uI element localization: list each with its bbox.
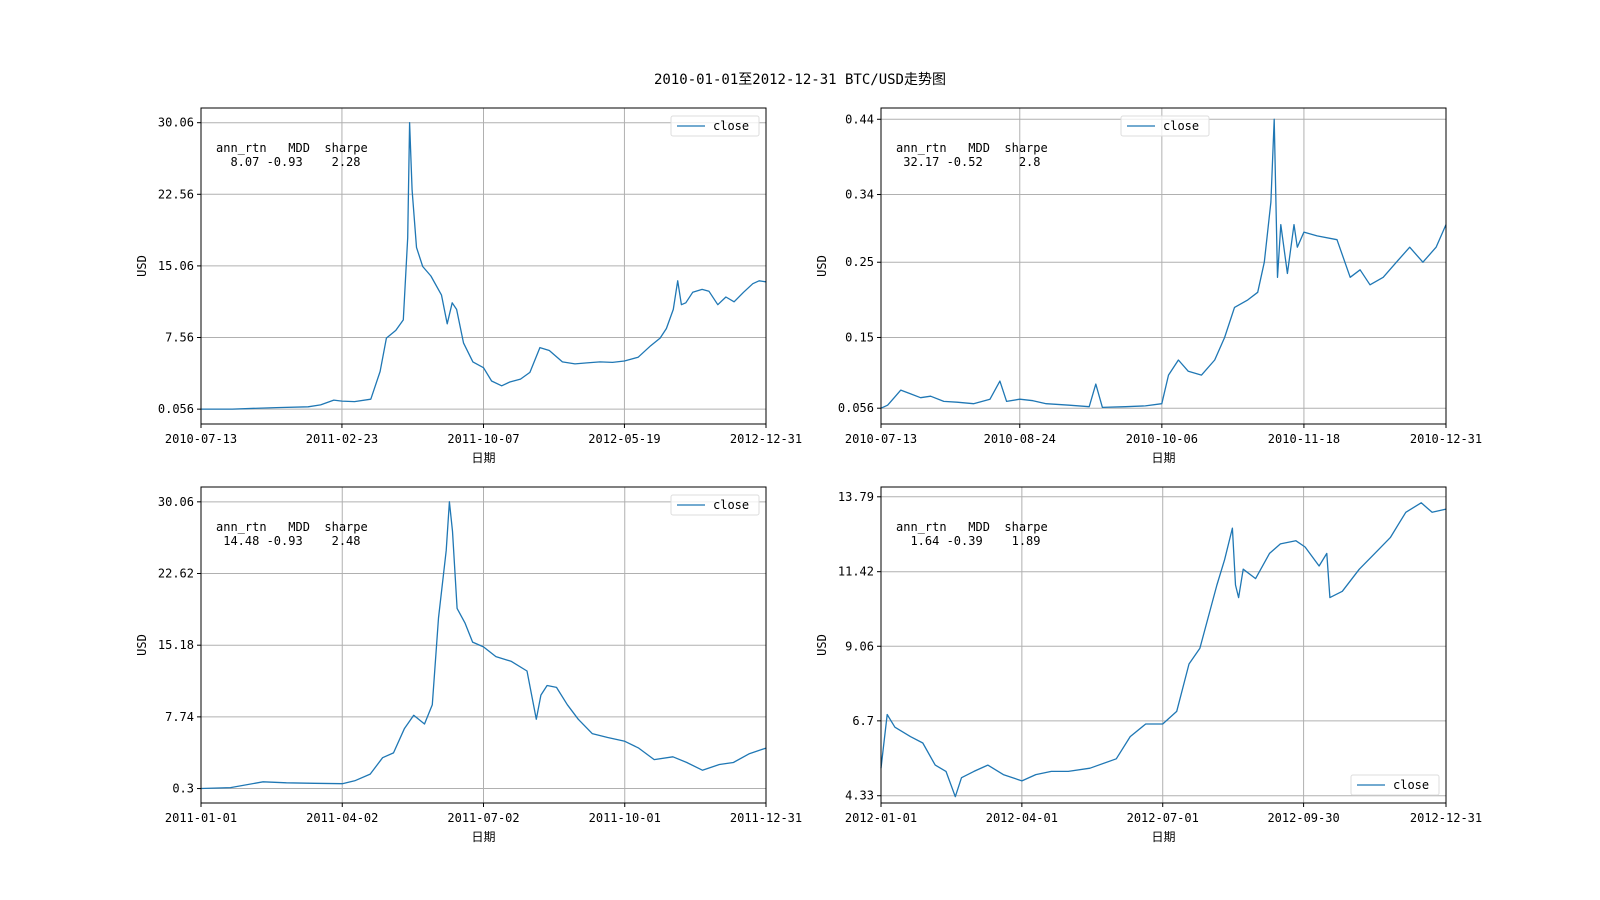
y-tick-label: 7.74 xyxy=(165,710,194,724)
chart-panel-2: 2010-07-13 2010-08-24 2010-10-06 2010-11-18… xyxy=(815,107,1482,465)
legend-box xyxy=(1350,774,1440,796)
legend: close xyxy=(670,115,760,137)
x-axis-label: 日期 xyxy=(471,830,495,844)
y-tick-label: 11.42 xyxy=(838,565,874,579)
x-tick-label: 2011-10-07 xyxy=(447,432,519,446)
y-tick-label: 0.25 xyxy=(845,255,874,269)
stats-header: ann_rtn MDD sharpe xyxy=(896,141,1048,155)
stats-values: 14.48 -0.93 2.48 xyxy=(216,534,361,548)
legend-label: close xyxy=(713,498,749,512)
stats-values: 1.64 -0.39 1.89 xyxy=(896,534,1041,548)
axes-frame xyxy=(200,107,767,425)
x-tick-label: 2010-11-18 xyxy=(1268,432,1340,446)
legend: close xyxy=(1350,774,1440,796)
series-line-close xyxy=(201,122,767,410)
x-tick-label: 2012-04-01 xyxy=(986,811,1058,825)
y-tick-label: 0.15 xyxy=(845,330,874,344)
y-axis-label: USD xyxy=(815,255,829,277)
axes-frame xyxy=(880,486,1447,804)
x-tick-label: 2011-12-31 xyxy=(730,811,802,825)
chart-panel-4: 2012-01-01 2012-04-01 2012-07-01 2012-09-30… xyxy=(815,486,1482,844)
y-tick-label: 6.7 xyxy=(852,714,874,728)
y-tick-label: 30.06 xyxy=(158,495,194,509)
series-line-close xyxy=(880,118,1447,409)
y-axis-label: USD xyxy=(135,634,149,656)
x-tick-label: 2012-12-31 xyxy=(1410,811,1482,825)
y-tick-label: 0.056 xyxy=(838,401,874,415)
x-tick-label: 2011-04-02 xyxy=(306,811,378,825)
x-tick-label: 2011-02-23 xyxy=(306,432,378,446)
y-tick-label: 9.06 xyxy=(845,639,874,653)
legend-box xyxy=(670,494,760,516)
series-line-close xyxy=(880,502,1447,798)
legend-box xyxy=(670,115,760,137)
x-tick-label: 2011-07-02 xyxy=(447,811,519,825)
legend: close xyxy=(1120,115,1210,137)
y-tick-label: 13.79 xyxy=(838,490,874,504)
series-line-close xyxy=(200,501,767,790)
axes-frame xyxy=(200,486,767,804)
stats-header: ann_rtn MDD sharpe xyxy=(216,520,368,534)
x-tick-label: 2012-01-01 xyxy=(845,811,917,825)
legend: close xyxy=(670,494,760,516)
y-tick-label: 0.056 xyxy=(158,402,194,416)
axes-frame xyxy=(880,107,1447,425)
y-axis-label: USD xyxy=(815,634,829,656)
x-tick-label: 2010-07-13 xyxy=(845,432,917,446)
y-tick-label: 15.06 xyxy=(158,259,194,273)
y-tick-label: 0.3 xyxy=(172,782,194,796)
x-tick-label: 2011-10-01 xyxy=(589,811,661,825)
legend-label: close xyxy=(1393,778,1429,792)
x-tick-label: 2012-07-01 xyxy=(1127,811,1199,825)
x-axis-label: 日期 xyxy=(471,451,495,465)
y-tick-label: 22.56 xyxy=(158,187,194,201)
x-tick-label: 2010-10-06 xyxy=(1126,432,1198,446)
x-tick-label: 2012-05-19 xyxy=(588,432,660,446)
y-tick-label: 4.33 xyxy=(845,789,874,803)
chart-panel-3: 2011-01-01 2011-04-02 2011-07-02 2011-10-01… xyxy=(135,486,802,844)
y-tick-label: 0.44 xyxy=(845,112,874,126)
x-axis-label: 日期 xyxy=(1151,451,1175,465)
x-tick-label: 2010-07-13 xyxy=(165,432,237,446)
x-tick-label: 2011-01-01 xyxy=(165,811,237,825)
y-tick-label: 7.56 xyxy=(165,331,194,345)
stats-values: 8.07 -0.93 2.28 xyxy=(216,155,361,169)
x-tick-label: 2010-08-24 xyxy=(984,432,1056,446)
chart-panel-1: 2010-07-13 2011-02-23 2011-10-07 2012-05-19… xyxy=(135,107,802,465)
legend-label: close xyxy=(1163,119,1199,133)
stats-header: ann_rtn MDD sharpe xyxy=(216,141,368,155)
y-tick-label: 30.06 xyxy=(158,116,194,130)
y-tick-label: 22.62 xyxy=(158,567,194,581)
x-axis-label: 日期 xyxy=(1151,830,1175,844)
y-tick-label: 15.18 xyxy=(158,638,194,652)
legend-label: close xyxy=(713,119,749,133)
y-tick-label: 0.34 xyxy=(845,188,874,202)
x-tick-label: 2010-12-31 xyxy=(1410,432,1482,446)
y-axis-label: USD xyxy=(135,255,149,277)
stats-header: ann_rtn MDD sharpe xyxy=(896,520,1048,534)
x-tick-label: 2012-12-31 xyxy=(730,432,802,446)
x-tick-label: 2012-09-30 xyxy=(1267,811,1339,825)
stats-values: 32.17 -0.52 2.8 xyxy=(896,155,1041,169)
legend-box xyxy=(1120,115,1210,137)
figure-title: 2010-01-01至2012-12-31 BTC/USD走势图 xyxy=(653,72,946,88)
